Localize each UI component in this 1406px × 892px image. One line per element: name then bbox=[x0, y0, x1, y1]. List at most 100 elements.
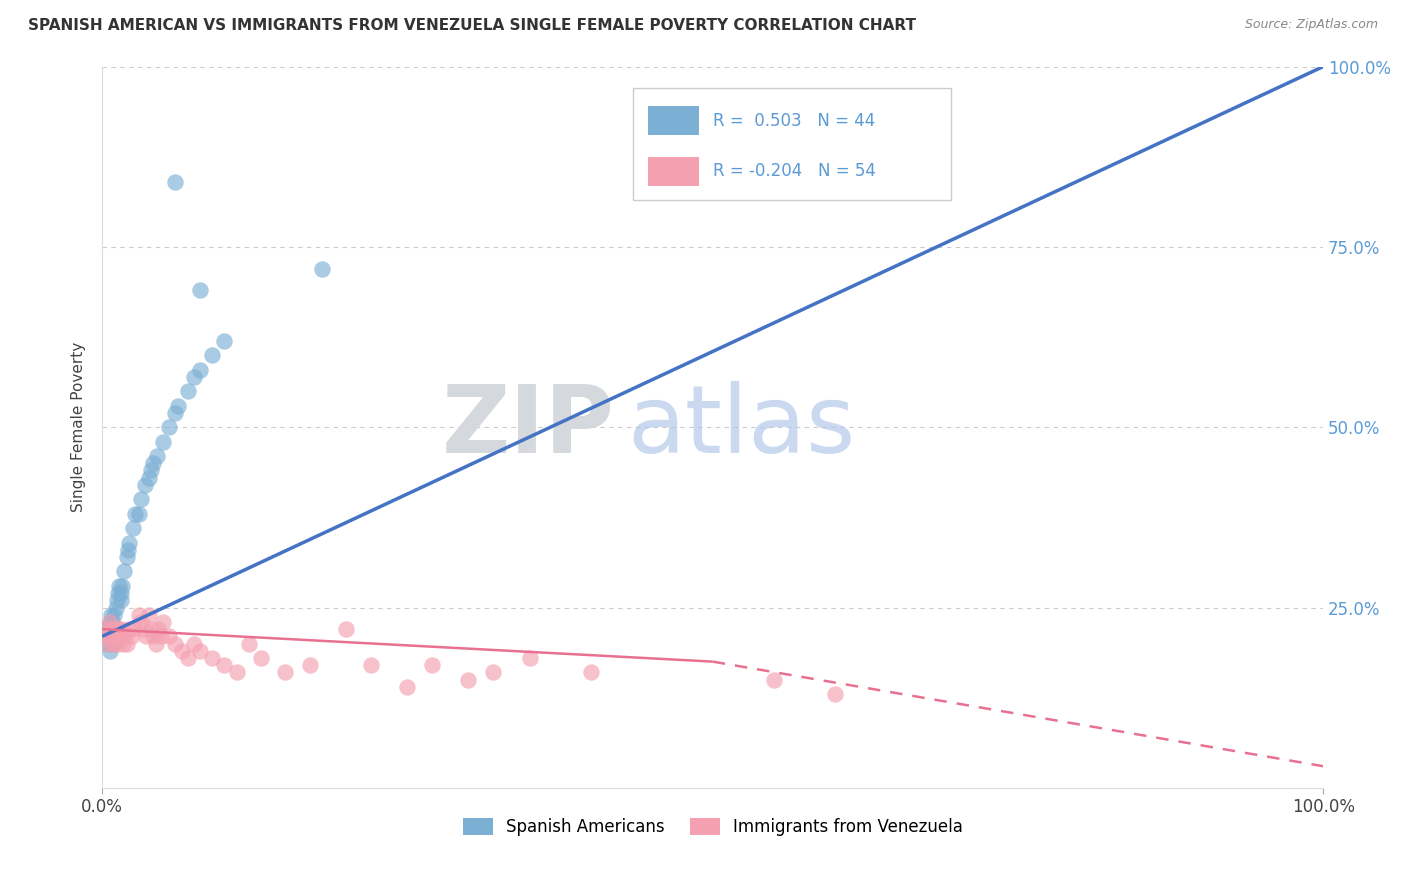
Point bbox=[110, 586, 132, 600]
Point bbox=[176, 384, 198, 399]
Point bbox=[139, 622, 162, 636]
Point bbox=[97, 629, 120, 643]
Point bbox=[111, 637, 134, 651]
Point bbox=[188, 283, 211, 297]
Point bbox=[250, 651, 273, 665]
Point bbox=[139, 463, 162, 477]
FancyBboxPatch shape bbox=[648, 106, 699, 135]
Point bbox=[122, 622, 145, 636]
Y-axis label: Single Female Poverty: Single Female Poverty bbox=[72, 343, 86, 512]
Point bbox=[152, 615, 174, 629]
Point bbox=[117, 542, 139, 557]
Point bbox=[98, 615, 121, 629]
Point bbox=[311, 261, 333, 276]
Point bbox=[128, 507, 150, 521]
Point bbox=[105, 593, 128, 607]
Point bbox=[152, 434, 174, 449]
Point bbox=[104, 622, 127, 636]
Point bbox=[129, 492, 152, 507]
Point bbox=[98, 644, 121, 658]
Point bbox=[145, 637, 167, 651]
Point bbox=[146, 449, 169, 463]
Point bbox=[118, 622, 141, 636]
Point bbox=[107, 629, 129, 643]
Point bbox=[238, 637, 260, 651]
Point bbox=[138, 607, 160, 622]
Point bbox=[103, 637, 125, 651]
Point bbox=[94, 629, 117, 643]
Point bbox=[101, 615, 124, 629]
Point bbox=[108, 622, 131, 636]
Point bbox=[103, 637, 125, 651]
Point bbox=[138, 471, 160, 485]
Point bbox=[121, 629, 143, 643]
Text: Source: ZipAtlas.com: Source: ZipAtlas.com bbox=[1244, 18, 1378, 31]
Point bbox=[183, 637, 205, 651]
Point bbox=[107, 586, 129, 600]
Point bbox=[214, 658, 236, 673]
Point bbox=[824, 687, 846, 701]
Point bbox=[111, 579, 134, 593]
Point bbox=[157, 420, 180, 434]
Point bbox=[103, 629, 125, 643]
Point bbox=[579, 665, 602, 680]
Point bbox=[132, 622, 155, 636]
Point bbox=[170, 644, 193, 658]
Point bbox=[360, 658, 382, 673]
Point bbox=[100, 622, 122, 636]
Point bbox=[103, 607, 125, 622]
Point bbox=[157, 629, 180, 643]
FancyBboxPatch shape bbox=[648, 157, 699, 186]
Point bbox=[100, 629, 122, 643]
Point bbox=[225, 665, 247, 680]
Point bbox=[188, 644, 211, 658]
Point bbox=[96, 622, 118, 636]
Point bbox=[103, 622, 125, 636]
Point bbox=[519, 651, 541, 665]
Point bbox=[112, 629, 135, 643]
Point bbox=[176, 651, 198, 665]
Point bbox=[101, 629, 124, 643]
Point bbox=[165, 637, 187, 651]
Point bbox=[134, 478, 156, 492]
Point bbox=[201, 651, 224, 665]
Point bbox=[115, 549, 138, 564]
Point bbox=[135, 629, 157, 643]
FancyBboxPatch shape bbox=[633, 88, 950, 200]
Point bbox=[335, 622, 357, 636]
Point bbox=[111, 622, 134, 636]
Point bbox=[97, 637, 120, 651]
Text: R =  0.503   N = 44: R = 0.503 N = 44 bbox=[713, 112, 875, 129]
Point bbox=[98, 615, 121, 629]
Point bbox=[165, 406, 187, 420]
Point bbox=[110, 593, 132, 607]
Point bbox=[148, 622, 170, 636]
Point bbox=[115, 637, 138, 651]
Point bbox=[108, 579, 131, 593]
Point bbox=[762, 673, 785, 687]
Point bbox=[104, 600, 127, 615]
Point bbox=[142, 629, 165, 643]
Point bbox=[214, 334, 236, 348]
Point bbox=[274, 665, 297, 680]
Point bbox=[165, 175, 187, 189]
Point bbox=[298, 658, 321, 673]
Point bbox=[110, 629, 132, 643]
Text: SPANISH AMERICAN VS IMMIGRANTS FROM VENEZUELA SINGLE FEMALE POVERTY CORRELATION : SPANISH AMERICAN VS IMMIGRANTS FROM VENE… bbox=[28, 18, 917, 33]
Point bbox=[201, 348, 224, 362]
Text: R = -0.204   N = 54: R = -0.204 N = 54 bbox=[713, 162, 876, 180]
Point bbox=[420, 658, 443, 673]
Text: ZIP: ZIP bbox=[441, 381, 614, 474]
Point bbox=[396, 680, 419, 694]
Point bbox=[128, 607, 150, 622]
Text: atlas: atlas bbox=[627, 381, 855, 474]
Point bbox=[101, 622, 124, 636]
Point bbox=[112, 565, 135, 579]
Point bbox=[97, 622, 120, 636]
Point bbox=[183, 369, 205, 384]
Point bbox=[142, 456, 165, 470]
Point bbox=[118, 535, 141, 549]
Point bbox=[149, 629, 172, 643]
Point bbox=[129, 615, 152, 629]
Legend: Spanish Americans, Immigrants from Venezuela: Spanish Americans, Immigrants from Venez… bbox=[454, 810, 972, 845]
